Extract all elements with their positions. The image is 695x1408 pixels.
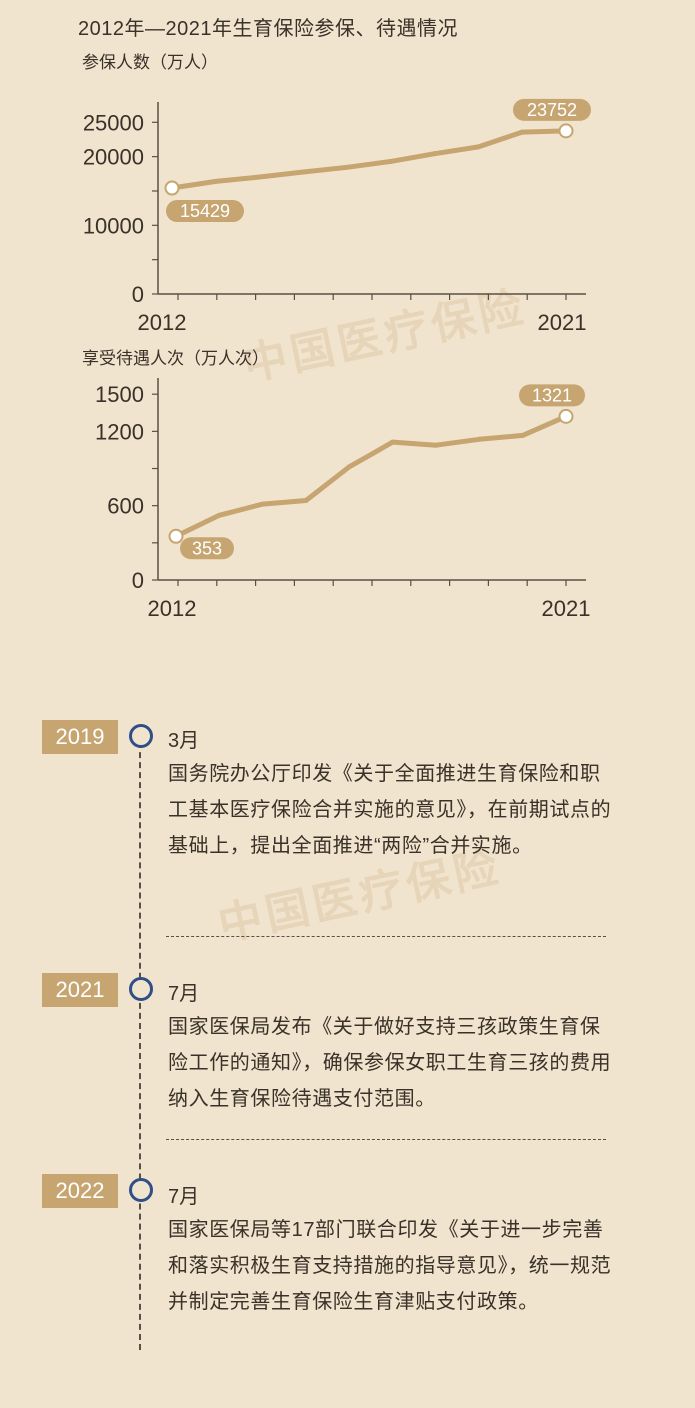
y-tick-label: 1500: [95, 382, 144, 407]
x-tick-label: 2021: [542, 596, 591, 621]
separator: [166, 936, 606, 937]
data-label-pill: [513, 98, 591, 121]
timeline-dot: [129, 977, 153, 1001]
month-label: 3月: [168, 730, 200, 752]
separator: [166, 1139, 606, 1140]
data-point: [476, 436, 482, 442]
y-tick-label: 0: [132, 282, 144, 307]
data-label: 15429: [180, 201, 230, 221]
event-text: 国家医保局发布《关于做好支持三孩政策生育保险工作的通知》，确保参保女职工生育三孩…: [168, 1016, 612, 1110]
year-badge: 2021: [42, 973, 118, 1007]
x-tick-label: 2012: [138, 310, 187, 335]
data-label: 1321: [532, 385, 572, 405]
data-point: [346, 464, 352, 470]
data-point: [388, 158, 394, 164]
data-point: [303, 497, 309, 503]
y-tick-label: 600: [107, 494, 144, 519]
data-point: [300, 169, 306, 175]
series-line: [173, 413, 569, 539]
year-badge: 2019: [42, 720, 118, 754]
data-label: 23752: [527, 100, 577, 120]
y-axis-label: 参保人数（万人）: [82, 53, 218, 72]
month-label: 7月: [168, 983, 200, 1005]
insured-chart: 参保人数（万人） 0 10000 20000 25000 2012 2021 15429 237…: [82, 53, 591, 335]
x-tick-label: 2021: [538, 310, 587, 335]
data-point: [168, 528, 184, 544]
y-tick-label: 25000: [83, 110, 144, 135]
event-text: 国家医保局等17部门联合印发《关于进一步完善和落实积极生育支持措施的指导意见》，…: [168, 1219, 612, 1313]
x-tick-label: 2012: [148, 596, 197, 621]
data-point: [213, 178, 219, 184]
data-point: [216, 512, 222, 518]
data-point: [257, 174, 263, 180]
data-point: [558, 123, 574, 139]
timeline-dot: [129, 724, 153, 748]
data-point: [260, 501, 266, 507]
data-label: 353: [192, 538, 222, 558]
y-tick-label: 10000: [83, 213, 144, 238]
data-label-pill: [180, 537, 234, 560]
data-point: [558, 408, 574, 424]
y-axis-label: 享受待遇人次（万人次）: [82, 349, 269, 368]
y-tick-label: 1200: [95, 419, 144, 444]
series-line: [169, 128, 569, 191]
y-tick-label: 0: [132, 568, 144, 593]
data-label-pill: [166, 200, 244, 223]
data-point: [520, 432, 526, 438]
timeline-dot: [129, 1178, 153, 1202]
data-label-pill: [519, 384, 585, 407]
data-point: [390, 439, 396, 445]
data-point: [519, 129, 525, 135]
timeline-line: [139, 732, 141, 1350]
year-badge: 2022: [42, 1174, 118, 1208]
data-point: [344, 164, 350, 170]
benefit-chart: 享受待遇人次（万人次） 0 600 1200 1500 2012 2021 353 1321: [82, 349, 591, 621]
month-label: 7月: [168, 1186, 200, 1208]
data-point: [433, 442, 439, 448]
data-point: [475, 144, 481, 150]
chart-title: 2012年—2021年生育保险参保、待遇情况: [78, 18, 458, 40]
data-point: [432, 151, 438, 157]
event-text: 国务院办公厅印发《关于全面推进生育保险和职工基本医疗保险合并实施的意见》，在前期…: [168, 763, 612, 857]
data-point: [164, 180, 180, 196]
y-tick-label: 20000: [83, 145, 144, 170]
